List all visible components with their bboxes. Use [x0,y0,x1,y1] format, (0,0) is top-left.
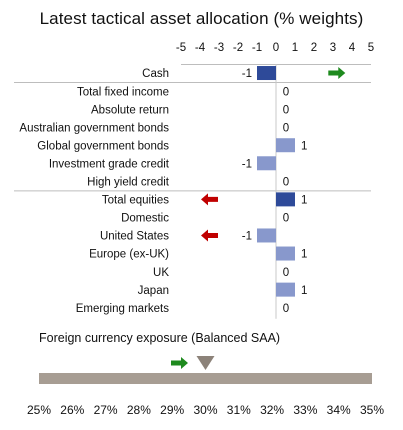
x-tick-label: 2 [311,42,317,54]
value-label: 1 [301,140,307,152]
category-label: United States [100,231,169,243]
exposure-marker [196,356,215,370]
exposure-tick-label: 28% [127,403,151,417]
value-label: 0 [283,177,289,189]
category-label: Global government bonds [37,140,169,152]
x-tick-label: -2 [233,42,243,54]
x-tick-label: -5 [176,42,186,54]
category-label: Total fixed income [77,86,169,98]
category-label: Investment grade credit [49,158,170,170]
currency-exposure-title: Foreign currency exposure (Balanced SAA) [39,331,281,345]
exposure-tick-label: 25% [27,403,51,417]
exposure-tick-label: 30% [193,403,217,417]
exposure-tick-label: 29% [160,403,184,417]
x-tick-label: 0 [273,42,279,54]
category-label: Japan [138,285,169,297]
value-label: 0 [283,104,289,116]
value-label: 1 [301,195,307,207]
left-arrow-icon [201,193,218,206]
value-label: 1 [301,285,307,297]
bar [257,228,276,243]
right-arrow-icon [171,357,188,369]
value-label: 0 [283,122,289,134]
x-tick-label: -3 [214,42,224,54]
category-label: Emerging markets [76,303,170,315]
category-label: UK [153,267,169,279]
category-label: Domestic [121,213,169,225]
value-label: 1 [301,249,307,261]
exposure-tick-label: 27% [94,403,118,417]
value-label: -1 [242,68,252,80]
value-label: 0 [283,86,289,98]
x-tick-label: -4 [195,42,206,54]
x-tick-label: 3 [330,42,336,54]
category-label: Absolute return [91,104,169,116]
value-label: -1 [242,231,252,243]
left-arrow-icon [201,229,218,242]
x-tick-label: 5 [368,42,374,54]
bar [276,192,295,207]
bar [276,246,295,261]
exposure-tick-label: 32% [260,403,284,417]
exposure-bar [39,373,372,384]
exposure-tick-label: 26% [60,403,84,417]
right-arrow-icon [328,67,346,80]
category-label: High yield credit [87,177,170,189]
value-label: 0 [283,303,289,315]
category-label: Australian government bonds [19,122,169,134]
value-label: 0 [283,213,289,225]
x-tick-label: 1 [292,42,298,54]
value-label: 0 [283,267,289,279]
value-label: -1 [242,158,252,170]
category-label: Cash [142,68,169,80]
exposure-tick-label: 33% [293,403,317,417]
exposure-tick-label: 34% [327,403,351,417]
x-tick-label: 4 [349,42,356,54]
category-label: Total equities [102,195,169,207]
chart-title: Latest tactical asset allocation (% weig… [39,9,364,28]
bar [276,282,295,297]
bar [276,138,295,153]
exposure-tick-label: 35% [360,403,384,417]
x-tick-label: -1 [252,42,262,54]
bar [257,66,276,81]
category-label: Europe (ex-UK) [89,249,169,261]
bar [257,156,276,171]
exposure-tick-label: 31% [227,403,251,417]
